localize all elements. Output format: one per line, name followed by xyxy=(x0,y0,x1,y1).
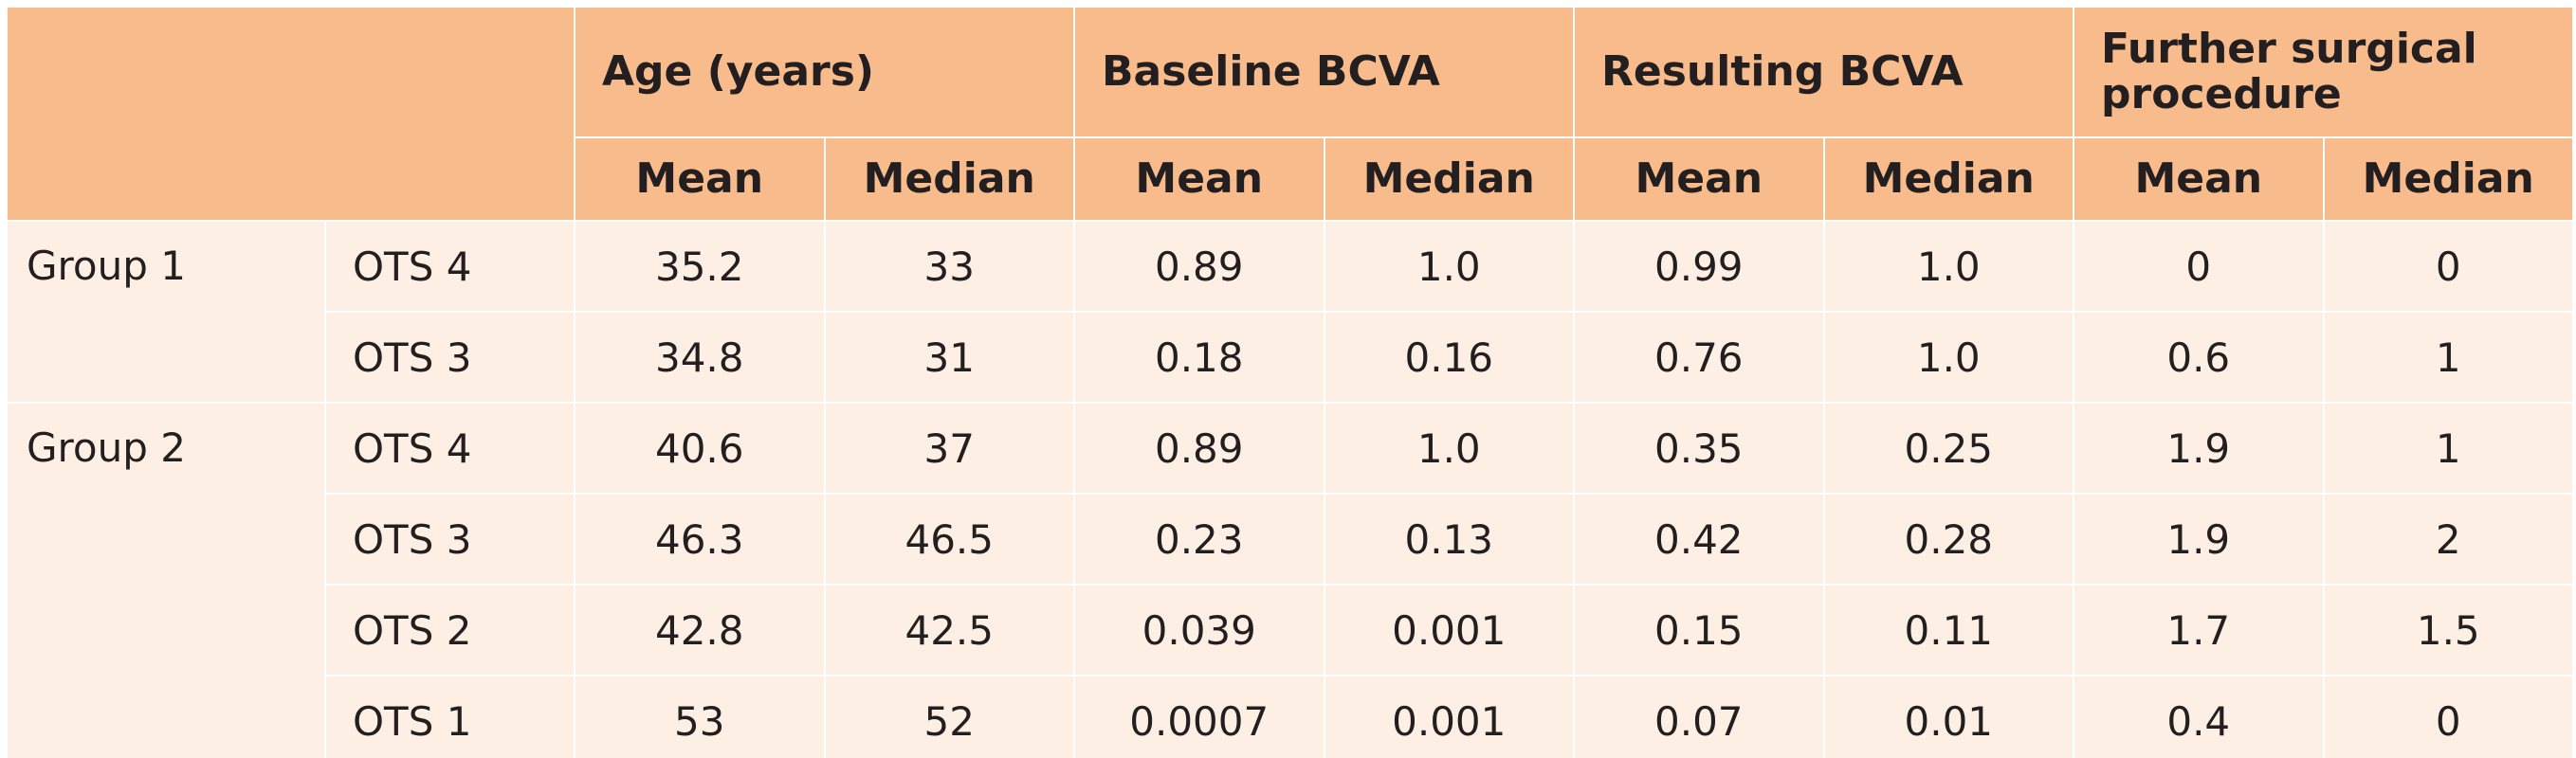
ots-label: OTS 3 xyxy=(324,311,575,404)
value-cell: 1.7 xyxy=(2073,584,2325,677)
value-cell: 0.89 xyxy=(1073,220,1325,313)
value-cell: 0.001 xyxy=(1323,584,1576,677)
value-cell: 42.8 xyxy=(574,584,826,677)
header-median: Median xyxy=(1323,136,1576,222)
value-cell: 0 xyxy=(2073,220,2325,313)
value-cell: 0.16 xyxy=(1323,311,1576,404)
value-cell: 0.42 xyxy=(1573,493,1825,586)
header-mean: Mean xyxy=(2073,136,2325,222)
value-cell: 37 xyxy=(823,402,1075,495)
value-cell: 0.89 xyxy=(1073,402,1325,495)
value-cell: 0.25 xyxy=(1822,402,2075,495)
header-median: Median xyxy=(823,136,1075,222)
header-mean: Mean xyxy=(574,136,826,222)
value-cell: 1.5 xyxy=(2322,584,2575,677)
header-further-surgical-procedure: Further surgical procedure xyxy=(2073,6,2575,138)
value-cell: 1.0 xyxy=(1822,311,2075,404)
value-cell: 0.23 xyxy=(1073,493,1325,586)
header-row-groups: Age (years) Baseline BCVA Resulting BCVA… xyxy=(6,6,2575,222)
value-cell: 53 xyxy=(574,675,826,758)
value-cell: 34.8 xyxy=(574,311,826,404)
value-cell: 1.9 xyxy=(2073,493,2325,586)
value-cell: 0.039 xyxy=(1073,584,1325,677)
table-header: Age (years) Baseline BCVA Resulting BCVA… xyxy=(6,6,2575,222)
table-row: Group 2 OTS 4 40.6 37 0.89 1.0 0.35 0.25 1.9 1 xyxy=(6,402,2575,758)
table-row: OTS 1 53 52 0.0007 0.001 0.07 0.01 0.4 0 xyxy=(7,675,2575,758)
value-cell: 0 xyxy=(2322,220,2575,313)
value-cell: 33 xyxy=(823,220,1075,313)
table-row: OTS 3 46.3 46.5 0.23 0.13 0.42 0.28 1.9 2 xyxy=(7,493,2575,586)
ots-label: OTS 1 xyxy=(324,675,575,758)
value-cell: 35.2 xyxy=(574,220,826,313)
group-label: Group 2 xyxy=(6,402,326,758)
value-cell: 0.001 xyxy=(1323,675,1576,758)
header-corner-cell xyxy=(6,6,575,222)
ots-label: OTS 2 xyxy=(324,584,575,677)
value-cell: 1.0 xyxy=(1323,220,1576,313)
value-cell: 0.28 xyxy=(1822,493,2075,586)
value-cell: 1.0 xyxy=(1323,402,1576,495)
results-table: Age (years) Baseline BCVA Resulting BCVA… xyxy=(6,6,2575,758)
ots-label: OTS 4 xyxy=(324,220,575,313)
value-cell: 2 xyxy=(2322,493,2575,586)
header-median: Median xyxy=(2322,136,2575,222)
value-cell: 40.6 xyxy=(574,402,826,495)
value-cell: 42.5 xyxy=(823,584,1075,677)
header-baseline-bcva: Baseline BCVA xyxy=(1072,6,1576,138)
value-cell: 0.13 xyxy=(1323,493,1576,586)
value-cell: 0.18 xyxy=(1073,311,1325,404)
value-cell: 0.99 xyxy=(1573,220,1825,313)
value-cell: 0.4 xyxy=(2073,675,2325,758)
value-cell: 1.0 xyxy=(1822,220,2075,313)
group-label: Group 1 xyxy=(6,220,326,404)
value-cell: 46.5 xyxy=(823,493,1075,586)
value-cell: 1.9 xyxy=(2073,402,2325,495)
value-cell: 0.01 xyxy=(1822,675,2075,758)
value-cell: 0 xyxy=(2322,675,2575,758)
table-row: OTS 3 34.8 31 0.18 0.16 0.76 1.0 0.6 1 xyxy=(7,311,2575,404)
header-mean: Mean xyxy=(1573,136,1825,222)
value-cell: 0.0007 xyxy=(1073,675,1325,758)
table-row: Group 1 OTS 4 35.2 33 0.89 1.0 0.99 1.0 0 0 xyxy=(6,220,2575,404)
value-cell: 1 xyxy=(2322,311,2575,404)
value-cell: 0.6 xyxy=(2073,311,2325,404)
value-cell: 0.07 xyxy=(1573,675,1825,758)
ots-label: OTS 3 xyxy=(324,493,575,586)
header-median: Median xyxy=(1822,136,2075,222)
value-cell: 0.15 xyxy=(1573,584,1825,677)
header-age: Age (years) xyxy=(574,6,1075,138)
value-cell: 0.76 xyxy=(1573,311,1825,404)
value-cell: 0.35 xyxy=(1573,402,1825,495)
value-cell: 52 xyxy=(823,675,1075,758)
table-row: OTS 2 42.8 42.5 0.039 0.001 0.15 0.11 1.7 1.5 xyxy=(7,584,2575,677)
value-cell: 31 xyxy=(823,311,1075,404)
value-cell: 0.11 xyxy=(1822,584,2075,677)
value-cell: 46.3 xyxy=(574,493,826,586)
header-mean: Mean xyxy=(1073,136,1325,222)
ots-label: OTS 4 xyxy=(324,402,575,495)
header-row-stats: Mean Median Mean Median Mean Median Mean… xyxy=(7,136,2575,222)
value-cell: 1 xyxy=(2322,402,2575,495)
header-resulting-bcva: Resulting BCVA xyxy=(1573,6,2075,138)
